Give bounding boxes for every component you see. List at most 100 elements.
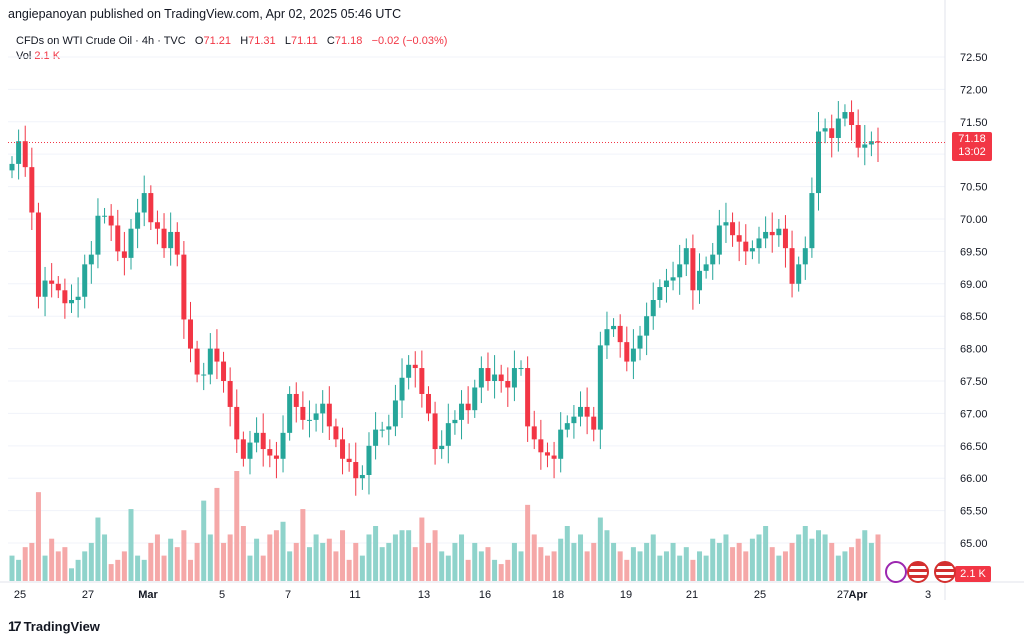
volume-bar	[16, 559, 22, 581]
candle-body	[604, 329, 610, 346]
symbol-name[interactable]: CFDs on WTI Crude Oil · 4h · TVC	[16, 35, 186, 47]
volume-bar	[273, 530, 279, 581]
candle-body	[174, 231, 180, 255]
candle-body	[22, 141, 28, 168]
candle-body	[373, 429, 379, 446]
candle-body	[287, 393, 293, 433]
volume-bar	[161, 555, 167, 581]
volume-bar	[465, 559, 471, 581]
candle-body	[630, 348, 636, 362]
volume-bar	[511, 542, 517, 581]
candle-body	[736, 235, 742, 242]
volume-bar	[630, 547, 636, 581]
time-axis-label-10: 21	[686, 589, 698, 601]
volume-bar	[300, 509, 306, 581]
volume-bar	[551, 551, 557, 581]
candle-body	[697, 270, 703, 291]
volume-bar	[670, 542, 676, 581]
volume-bar	[849, 547, 855, 581]
us-flag-event-icon-2[interactable]	[934, 561, 956, 583]
volume-bar	[505, 559, 511, 581]
low-value: 71.11	[290, 35, 318, 47]
candle-body	[240, 439, 246, 459]
volume-bar	[657, 555, 663, 581]
volume-bar	[392, 534, 398, 581]
volume-bar	[168, 538, 174, 581]
volume-bar	[445, 555, 451, 581]
candle-body	[306, 419, 312, 421]
close-value: 71.18	[334, 35, 363, 47]
candle-body	[617, 325, 623, 343]
volume-bar	[644, 542, 650, 581]
volume-bar	[578, 534, 584, 581]
volume-bar	[650, 534, 656, 581]
candle-body	[379, 429, 385, 431]
volume-bar	[518, 551, 524, 581]
volume-bar	[201, 500, 207, 581]
volume-bar	[366, 534, 372, 581]
candle-body	[68, 300, 74, 304]
volume-bar	[62, 547, 68, 581]
time-axis-label-14: 3	[925, 589, 931, 601]
volume-bar	[260, 555, 266, 581]
volume-bar	[743, 551, 749, 581]
candle-body	[154, 222, 160, 229]
tv-logo-icon: 17	[8, 618, 22, 634]
time-axis-label-8: 18	[552, 589, 564, 601]
volume-bar	[796, 534, 802, 581]
open-value: 71.21	[203, 35, 231, 47]
volume-bar	[115, 559, 121, 581]
candle-body	[75, 296, 81, 300]
candle-body	[366, 445, 372, 475]
volume-bar	[525, 504, 531, 581]
volume-bar	[108, 564, 114, 581]
volume-bar	[346, 559, 352, 581]
volume-bar	[102, 534, 108, 581]
volume-bar	[75, 559, 81, 581]
volume-bar	[214, 487, 220, 581]
time-axis-label-1: 27	[82, 589, 94, 601]
symbol-legend: CFDs on WTI Crude Oil · 4h · TVC O71.21 …	[16, 35, 447, 47]
volume-bar	[584, 551, 590, 581]
candle-body	[399, 377, 405, 401]
volume-bar	[531, 534, 537, 581]
candle-body	[571, 416, 577, 424]
price-axis-label-14: 65.50	[960, 506, 988, 518]
candle-body	[690, 248, 696, 291]
volume-bar	[591, 542, 597, 581]
volume-bar	[822, 534, 828, 581]
candle-body	[432, 413, 438, 450]
price-axis-label-4: 70.50	[960, 182, 988, 194]
time-axis-label-6: 13	[418, 589, 430, 601]
candle-body	[723, 222, 729, 226]
volume-bar	[862, 530, 868, 581]
volume-bar	[141, 559, 147, 581]
candle-body	[280, 432, 286, 459]
volume-bar	[280, 521, 286, 581]
us-flag-event-icon[interactable]	[907, 561, 929, 583]
volume-bar	[148, 542, 154, 581]
candle-body	[128, 228, 134, 258]
volume-legend: Vol 2.1 K	[16, 50, 60, 62]
candle-body	[849, 112, 855, 126]
volume-bar	[776, 555, 782, 581]
candle-body	[102, 215, 108, 217]
volume-bar	[604, 530, 610, 581]
candle-body	[663, 280, 669, 288]
candle-body	[346, 458, 352, 463]
volume-bar	[154, 534, 160, 581]
candle-body	[445, 423, 451, 446]
dividend-event-icon[interactable]	[885, 561, 907, 583]
candle-body	[187, 319, 193, 349]
volume-bar	[240, 526, 246, 581]
candle-body	[650, 300, 656, 317]
volume-bar	[683, 547, 689, 581]
volume-bar	[68, 568, 74, 581]
candle-body	[95, 215, 101, 255]
candle-body	[802, 248, 808, 265]
volume-bar	[809, 538, 815, 581]
close-label: C	[326, 35, 335, 47]
tradingview-logo[interactable]: 17 TradingView	[8, 618, 100, 634]
candle-body	[776, 228, 782, 236]
